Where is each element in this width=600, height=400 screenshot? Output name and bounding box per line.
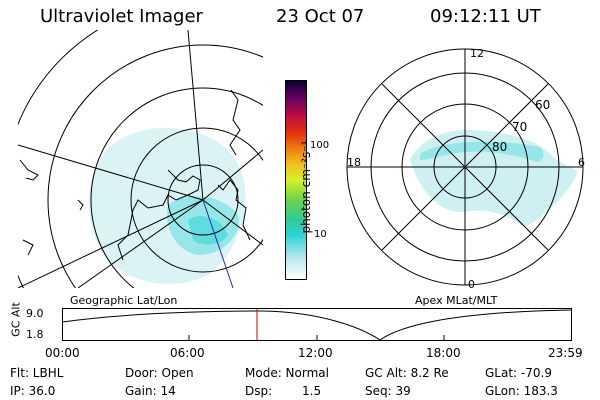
door-info: Door: Open: [125, 366, 194, 380]
altitude-plot: [62, 308, 572, 341]
mlt-label-6: 6: [578, 156, 585, 169]
mlat-label-80: 80: [492, 140, 508, 154]
altitude-tick-high: 9.0: [26, 307, 44, 320]
filter-info: Flt: LBHL: [10, 366, 64, 380]
altitude-axis-label: GC Alt: [9, 302, 23, 337]
gc-alt-info: GC Alt: 8.2 Re: [365, 366, 449, 380]
colorbar-tick-10: 10: [314, 229, 327, 240]
glat-info: GLat: -70.9: [485, 366, 552, 380]
date-label: 23 Oct 07: [276, 6, 365, 27]
left-panel-label: Geographic Lat/Lon: [70, 294, 178, 307]
time-tick-0000: 00:00: [45, 346, 80, 360]
glon-info: GLon: 183.3: [485, 384, 558, 398]
time-label: 09:12:11 UT: [430, 6, 541, 27]
mlt-label-18: 18: [347, 156, 361, 169]
dsp-value: 1.5: [302, 384, 322, 398]
polar-grid: [346, 48, 584, 286]
mode-info: Mode: Normal: [245, 366, 329, 380]
colorbar: [285, 80, 307, 280]
instrument-title: Ultraviolet Imager: [40, 6, 203, 27]
geographic-map: [18, 30, 263, 288]
dsp-label: Dsp:: [245, 384, 273, 398]
time-tick-0600: 06:00: [170, 346, 205, 360]
ip-info: IP: 36.0: [10, 384, 56, 398]
auroral-emission: [88, 127, 246, 284]
gain-info: Gain: 14: [125, 384, 176, 398]
altitude-curve: [62, 309, 572, 341]
polar-plot: [346, 48, 584, 286]
altitude-tick-low: 1.8: [26, 328, 44, 341]
mlat-label-70: 70: [512, 120, 528, 134]
latitude-grid: [18, 30, 263, 288]
longitude-grid: [18, 30, 263, 288]
time-ticks: [188, 335, 445, 341]
time-tick-1800: 18:00: [426, 346, 461, 360]
seq-info: Seq: 39: [365, 384, 411, 398]
coastlines: [19, 89, 251, 261]
time-tick-2359: 23:59: [548, 346, 583, 360]
terminator-line: [202, 199, 234, 288]
right-panel-label: Apex MLat/MLT: [415, 294, 498, 307]
mlat-label-60: 60: [535, 98, 551, 112]
colorbar-tick-100: 100: [310, 140, 330, 151]
mlt-label-12: 12: [470, 47, 484, 60]
mlt-label-0: 0: [468, 278, 475, 291]
colorbar-unit-label: photon cm⁻²s⁻¹: [299, 140, 313, 234]
time-tick-1200: 12:00: [298, 346, 333, 360]
